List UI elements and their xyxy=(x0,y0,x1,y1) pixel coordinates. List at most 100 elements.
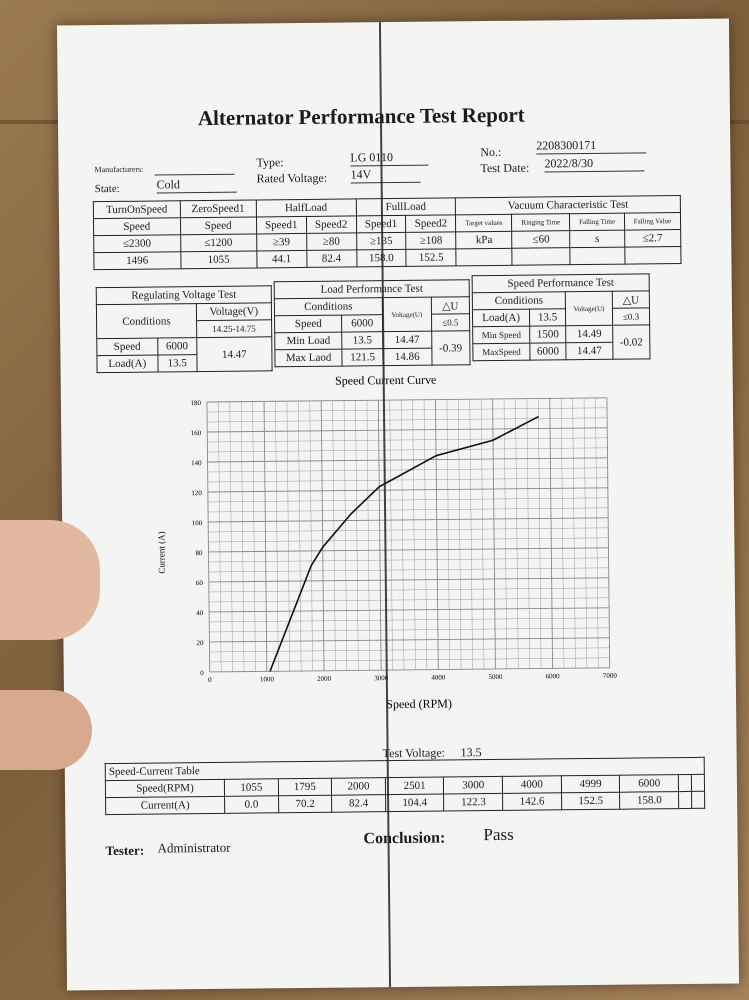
grid-line-h xyxy=(208,537,609,543)
limit-cell: ≥39 xyxy=(256,233,307,251)
speed-perf-conditions: Conditions xyxy=(472,291,566,310)
grid-line-v xyxy=(458,399,462,670)
limit-cell: ≤1200 xyxy=(180,233,257,252)
speed-perf-du: -0.02 xyxy=(612,324,650,360)
load-perf-title: Load Performance Test xyxy=(274,279,470,299)
x-tick-label: 6000 xyxy=(546,672,561,680)
grid-line-h xyxy=(207,427,608,433)
grid-line-h xyxy=(207,447,608,453)
max-speed-voltage: 14.47 xyxy=(565,342,613,360)
regulating-voltage: 14.47 xyxy=(196,336,273,372)
test-voltage-value: 13.5 xyxy=(460,745,482,760)
y-tick-label: 180 xyxy=(190,399,201,407)
max-load-voltage: 14.86 xyxy=(382,348,432,366)
min-speed-voltage: 14.49 xyxy=(565,325,613,343)
load-perf-du-header: △U xyxy=(430,296,470,315)
grid-line-h xyxy=(209,647,610,653)
grid-line-h xyxy=(209,637,610,643)
grid-line-h xyxy=(208,577,609,583)
current-cell: 158.0 xyxy=(619,791,679,810)
grid-line-h xyxy=(207,467,608,473)
subheader-cell: Speed xyxy=(93,217,181,236)
grid-line-v xyxy=(343,400,348,671)
speed-cell: 2501 xyxy=(385,777,445,795)
y-tick-label: 100 xyxy=(192,519,203,527)
current-row-label: Current(A) xyxy=(105,796,225,815)
current-cell: 82.4 xyxy=(331,794,386,813)
grid-line-v xyxy=(218,401,222,672)
grid-line-h xyxy=(208,587,609,593)
grid-line-v xyxy=(412,399,416,670)
subheader-cell: Ringing Time xyxy=(511,213,570,232)
grid-line-v xyxy=(469,399,473,670)
report-sheet: Alternator Performance Test Report Manuf… xyxy=(56,18,740,991)
grid-line-v xyxy=(480,399,485,670)
y-tick-label: 120 xyxy=(191,489,202,497)
grid-line-h xyxy=(207,477,608,483)
min-speed-label: Min Speed xyxy=(472,326,530,344)
grid-line-h xyxy=(209,607,610,613)
y-tick-label: 80 xyxy=(195,549,203,557)
speed-perf-load-label: Load(A) xyxy=(472,309,530,327)
x-tick-label: 7000 xyxy=(603,672,618,680)
subheader-cell: Falling Time xyxy=(569,213,625,231)
speed-cell: 1795 xyxy=(278,778,332,796)
grid-line-h xyxy=(209,597,609,603)
grid-line-v xyxy=(492,398,496,669)
subheader-cell: Speed xyxy=(180,216,257,235)
current-cell xyxy=(691,791,705,809)
load-perf-speed-label: Speed xyxy=(274,315,342,333)
load-perf-voltage-header: Voltage(U) xyxy=(382,297,432,332)
regulating-load-label: Load(A) xyxy=(96,355,158,373)
grid-line-v xyxy=(572,398,576,669)
value-cell: 82.4 xyxy=(306,249,357,268)
grid-line-v xyxy=(252,401,256,672)
grid-line-v xyxy=(377,400,382,671)
current-cell: 0.0 xyxy=(224,795,279,814)
manufacturer-label: Manufacturers: xyxy=(94,164,144,175)
max-speed: 6000 xyxy=(529,342,567,361)
speed-perf-load: 13.5 xyxy=(529,308,566,327)
regulating-title: Regulating Voltage Test xyxy=(96,285,272,305)
header-turn-on-speed: TurnOnSpeed xyxy=(93,200,181,219)
grid-line-v xyxy=(298,401,302,672)
grid-line-h xyxy=(209,657,610,663)
grid-line-h xyxy=(207,407,608,413)
grid-line-v xyxy=(400,399,405,670)
grid-line-h xyxy=(208,527,609,533)
conclusion-label: Conclusion: xyxy=(363,829,446,848)
grid-line-v xyxy=(355,400,359,671)
limit-cell: s xyxy=(569,230,625,248)
rated-voltage-value: 14V xyxy=(350,166,421,184)
grid-line-v xyxy=(240,401,245,672)
regulating-load: 13.5 xyxy=(157,354,197,373)
grid-line-v xyxy=(389,400,393,671)
load-perf-du: -0.39 xyxy=(431,330,471,366)
subheader-cell: Speed2 xyxy=(405,214,456,233)
grid-line-v xyxy=(332,400,336,671)
tester-value: Administrator xyxy=(157,839,231,856)
regulating-voltage-header: Voltage(V) xyxy=(196,302,272,321)
grid-line-v xyxy=(538,398,542,669)
series-line xyxy=(269,415,539,672)
max-speed-label: MaxSpeed xyxy=(472,343,531,361)
grid-line-v xyxy=(515,398,519,669)
grid-line-v xyxy=(526,398,530,669)
x-tick-label: 0 xyxy=(208,676,212,684)
grid-line-v xyxy=(549,398,554,669)
y-tick-label: 60 xyxy=(196,579,204,587)
subheader-cell: Target values xyxy=(455,214,513,232)
grid-line-v xyxy=(320,400,325,671)
subheader-cell: Speed1 xyxy=(256,216,307,234)
grid-line-h xyxy=(207,497,608,503)
y-axis-label: Current (A) xyxy=(156,531,166,573)
subheader-cell: Falling Value xyxy=(624,212,681,231)
speed-cell: 2000 xyxy=(331,777,386,796)
grid-line-h xyxy=(207,437,608,443)
grid-line-v xyxy=(435,399,439,670)
max-load: 121.5 xyxy=(342,348,383,367)
speed-current-chart: Speed Current Curve 0 1000 2000 3000 4000 500… xyxy=(156,373,618,712)
min-load-voltage: 14.47 xyxy=(382,331,432,349)
value-cell xyxy=(624,246,681,265)
header-full-load: FullLoad xyxy=(355,197,456,216)
